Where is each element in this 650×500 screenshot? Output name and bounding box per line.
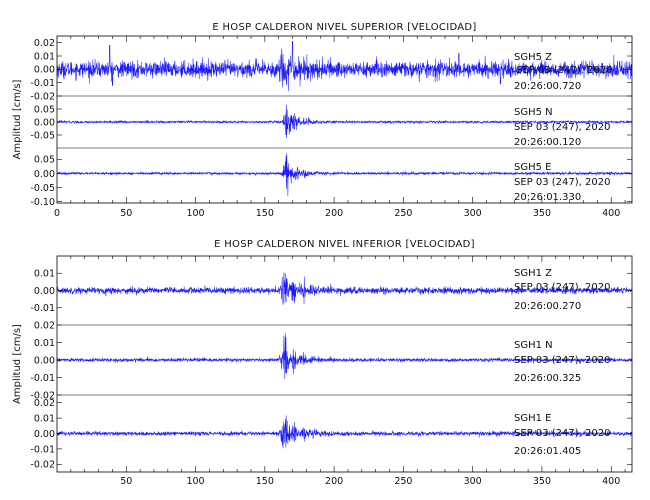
y-tick-label: -0.02: [30, 460, 55, 471]
record-time: 20:26:00.270: [514, 301, 581, 312]
trace-panel: 0.02 0.01 0.00 -0.01 -0.02 SGH1 N SEP 03 (247)…: [30, 320, 633, 401]
record-date: SEP 03 (247), 2020: [514, 282, 610, 293]
channel-name: SGH1 E: [514, 413, 551, 424]
y-tick-label: -0.05: [30, 130, 55, 141]
y-tick-label: 0.00: [34, 429, 55, 440]
channel-name: SGH1 Z: [514, 268, 552, 279]
x-tick-label: 200: [325, 208, 343, 219]
waveform-trace: [56, 333, 633, 380]
y-tick-label: 0.02: [34, 38, 55, 49]
y-tick-label: 0.01: [34, 51, 55, 62]
y-tick-label: 0.01: [34, 269, 55, 280]
record-date: SEP 03 (247), 2020: [514, 122, 610, 133]
record-time: 20:26:00.720: [514, 81, 581, 92]
x-tick-label: 300: [464, 476, 482, 487]
x-tick-label: 0: [54, 208, 60, 219]
y-tick-label: 0.00: [34, 65, 55, 76]
x-tick-label: 100: [186, 208, 204, 219]
plot-frame: [56, 255, 633, 473]
y-tick-label: 0.00: [34, 169, 55, 180]
chart-title: E HOSP CALDERON NIVEL SUPERIOR [VELOCIDA…: [212, 22, 476, 33]
chart-title: E HOSP CALDERON NIVEL INFERIOR [VELOCIDA…: [214, 239, 475, 250]
x-tick-label: 150: [256, 208, 274, 219]
plot-frame: [56, 35, 633, 204]
record-date: SEP 03 (247), 2020: [516, 65, 612, 76]
y-tick-label: 0.01: [34, 338, 55, 349]
y-axis-label: Amplitud [cm/s]: [12, 79, 23, 159]
waveform-trace: [56, 153, 633, 197]
waveform-trace: [56, 41, 633, 92]
y-tick-label: 0.00: [34, 355, 55, 366]
x-tick-label: 350: [533, 476, 551, 487]
x-tick-label: 100: [186, 476, 204, 487]
y-tick-label: -0.01: [30, 444, 55, 455]
trace-panel: 0.02 0.01 0.00 -0.01 -0.02 SGH1 E SEP 03 (247)…: [30, 394, 633, 471]
record-time: 20:26:01.330: [514, 192, 581, 203]
y-tick-label: -0.10: [30, 197, 55, 208]
y-tick-label: 0.02: [34, 320, 55, 331]
y-tick-label: -0.02: [30, 91, 55, 102]
x-tick-label: 250: [394, 208, 412, 219]
trace-panel: 0.05 0.00 -0.05 -0.10 SGH5 E SEP 03 (247), 20…: [30, 147, 633, 208]
waveform-trace: [56, 104, 633, 138]
chart-2: E HOSP CALDERON NIVEL INFERIOR [VELOCIDA…: [12, 239, 633, 487]
record-date: SEP 03 (247), 2020: [514, 428, 610, 439]
x-tick-label: 400: [602, 476, 620, 487]
y-tick-label: -0.01: [30, 303, 55, 314]
channel-name: SGH1 N: [514, 340, 553, 351]
y-tick-label: -0.02: [30, 390, 55, 401]
x-tick-label: 300: [464, 208, 482, 219]
y-tick-label: 0.05: [34, 104, 55, 115]
waveform-trace: [56, 415, 633, 449]
waveform-trace: [56, 272, 633, 305]
record-date: SEP 03 (247), 2020: [514, 355, 610, 366]
y-tick-label: 0.00: [34, 117, 55, 128]
y-tick-label: 0.02: [34, 398, 55, 409]
x-tick-label: 50: [120, 476, 132, 487]
y-tick-label: 0.00: [34, 286, 55, 297]
x-tick-label: 350: [533, 208, 551, 219]
record-date: SEP 03 (247), 2020: [514, 177, 610, 188]
y-tick-label: 0.05: [34, 155, 55, 166]
record-time: 20:26:00.325: [514, 373, 581, 384]
y-tick-label: -0.01: [30, 373, 55, 384]
y-axis-label: Amplitud [cm/s]: [12, 324, 23, 404]
y-tick-label: -0.01: [30, 78, 55, 89]
x-tick-label: 400: [602, 208, 620, 219]
record-time: 20:26:00.120: [514, 137, 581, 148]
trace-panel: 0.01 0.00 -0.01 SGH1 Z SEP 03 (247), 2020 20:…: [30, 268, 633, 314]
x-tick-label: 50: [120, 208, 132, 219]
record-time: 20:26:01.405: [514, 446, 581, 457]
trace-panel: 0.05 0.00 -0.05 SGH5 N SEP 03 (247), 2020 20:…: [30, 95, 633, 148]
trace-panel: 0.02 0.01 0.00 -0.01 -0.02 SGH5 Z SEP 03 (247)…: [30, 38, 633, 102]
y-tick-label: -0.05: [30, 183, 55, 194]
chart-1: E HOSP CALDERON NIVEL SUPERIOR [VELOCIDA…: [12, 22, 633, 219]
channel-name: SGH5 Z: [514, 52, 552, 63]
x-tick-label: 200: [325, 476, 343, 487]
x-tick-label: 150: [256, 476, 274, 487]
channel-name: SGH5 N: [514, 107, 553, 118]
x-tick-label: 250: [394, 476, 412, 487]
channel-name: SGH5 E: [514, 162, 551, 173]
y-tick-label: 0.01: [34, 414, 55, 425]
